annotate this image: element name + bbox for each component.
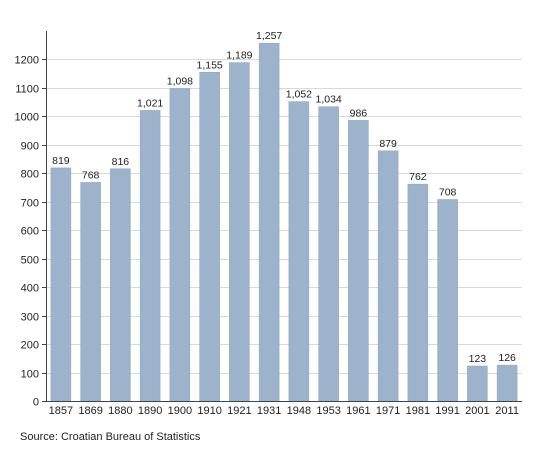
data-label: 1,257 bbox=[256, 30, 282, 42]
data-label: 1,189 bbox=[226, 50, 252, 62]
bar bbox=[318, 106, 339, 402]
data-label: 879 bbox=[379, 138, 397, 150]
x-tick-label: 1953 bbox=[316, 405, 340, 417]
bar bbox=[199, 72, 220, 402]
x-tick-label: 1869 bbox=[78, 405, 102, 417]
data-label: 816 bbox=[112, 156, 130, 168]
bar bbox=[229, 62, 250, 402]
x-tick-label: 1857 bbox=[49, 405, 73, 417]
bar bbox=[348, 120, 369, 402]
y-tick-label: 800 bbox=[21, 169, 39, 181]
x-tick-label: 1880 bbox=[108, 405, 132, 417]
x-tick-label: 1910 bbox=[197, 405, 221, 417]
x-tick-label: 2011 bbox=[495, 405, 519, 417]
y-tick-label: 400 bbox=[21, 283, 39, 295]
x-tick-label: 1931 bbox=[257, 405, 281, 417]
bar bbox=[258, 42, 280, 402]
x-tick-label: 1948 bbox=[287, 405, 311, 417]
x-tick-label: 1890 bbox=[138, 405, 162, 417]
data-label: 708 bbox=[439, 186, 457, 198]
y-tick-label: 1100 bbox=[15, 84, 39, 96]
bar bbox=[407, 183, 429, 402]
source-note: Source: Croatian Bureau of Statistics bbox=[20, 431, 201, 443]
bar bbox=[110, 168, 131, 402]
x-tick-label: 1921 bbox=[227, 405, 251, 417]
y-tick-label: 0 bbox=[33, 397, 39, 409]
x-tick-label: 1961 bbox=[346, 405, 370, 417]
data-label: 986 bbox=[350, 107, 368, 119]
bar bbox=[139, 110, 161, 402]
x-tick-label: 1991 bbox=[435, 405, 459, 417]
bar bbox=[496, 364, 518, 402]
data-label: 1,052 bbox=[286, 89, 312, 101]
x-tick-label: 1971 bbox=[376, 405, 400, 417]
data-label: 768 bbox=[82, 169, 100, 181]
x-tick-label: 2001 bbox=[465, 405, 489, 417]
y-tick-label: 900 bbox=[21, 141, 39, 153]
y-tick-label: 600 bbox=[21, 226, 39, 238]
y-tick-label: 100 bbox=[21, 369, 39, 381]
bar bbox=[80, 182, 101, 402]
data-label: 1,098 bbox=[167, 75, 193, 87]
y-tick-label: 500 bbox=[21, 255, 39, 267]
data-label: 1,021 bbox=[137, 97, 163, 109]
data-label: 1,155 bbox=[196, 59, 222, 71]
x-tick-label: 1981 bbox=[406, 405, 430, 417]
data-label: 123 bbox=[469, 353, 487, 365]
x-tick-label: 1900 bbox=[168, 405, 192, 417]
bar bbox=[169, 88, 191, 402]
y-tick-label: 200 bbox=[21, 340, 39, 352]
y-tick-label: 300 bbox=[21, 312, 39, 324]
y-tick-label: 700 bbox=[21, 198, 39, 210]
y-tick-label: 1200 bbox=[15, 55, 39, 67]
bar bbox=[50, 167, 72, 402]
y-tick-label: 1000 bbox=[15, 112, 39, 124]
data-label: 126 bbox=[498, 352, 516, 364]
bar bbox=[377, 150, 399, 402]
bar bbox=[437, 199, 458, 402]
bar bbox=[288, 101, 310, 402]
data-label: 762 bbox=[409, 171, 427, 183]
bar bbox=[467, 365, 488, 402]
data-label: 819 bbox=[52, 155, 70, 167]
data-label: 1,034 bbox=[315, 94, 341, 106]
